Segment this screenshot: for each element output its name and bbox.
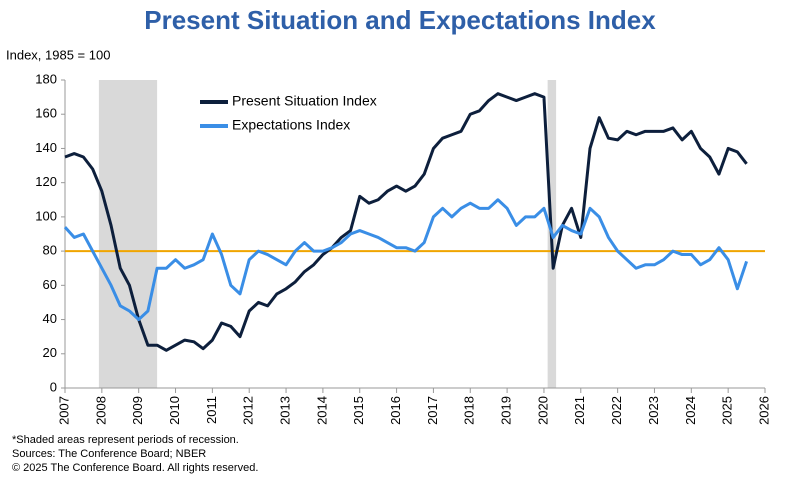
x-tick-label: 2017 <box>425 396 440 425</box>
note: Sources: The Conference Board; NBER <box>12 448 206 460</box>
y-axis-label: Index, 1985 = 100 <box>6 47 110 62</box>
series-line <box>63 198 749 322</box>
x-tick-label: 2024 <box>683 396 698 425</box>
legend-label: Present Situation Index <box>232 93 377 109</box>
y-tick-label: 120 <box>35 174 57 189</box>
legend-label: Expectations Index <box>232 117 350 133</box>
y-tick-label: 0 <box>50 379 57 394</box>
note: © 2025 The Conference Board. All rights … <box>12 462 258 474</box>
x-tick-label: 2007 <box>56 396 71 425</box>
y-tick-label: 60 <box>43 277 57 292</box>
y-tick-label: 160 <box>35 106 57 121</box>
y-tick-label: 140 <box>35 140 57 155</box>
x-tick-label: 2026 <box>756 396 771 425</box>
x-tick-label: 2011 <box>204 396 219 424</box>
y-tick-label: 20 <box>43 345 57 360</box>
x-tick-label: 2009 <box>130 396 145 425</box>
recession-band <box>98 80 158 388</box>
y-tick-label: 180 <box>35 71 57 86</box>
x-tick-label: 2019 <box>499 396 514 425</box>
chart-title: Present Situation and Expectations Index <box>144 5 656 35</box>
y-tick-label: 100 <box>35 208 57 223</box>
y-tick-label: 80 <box>43 243 57 258</box>
x-tick-label: 2008 <box>93 396 108 425</box>
x-tick-label: 2020 <box>535 396 550 425</box>
x-tick-label: 2025 <box>720 396 735 425</box>
x-tick-label: 2018 <box>462 396 477 425</box>
x-tick-label: 2015 <box>351 396 366 425</box>
x-tick-label: 2012 <box>241 396 256 425</box>
x-tick-label: 2023 <box>646 396 661 425</box>
y-tick-label: 40 <box>43 311 57 326</box>
x-tick-label: 2010 <box>167 396 182 425</box>
x-tick-label: 2014 <box>314 396 329 425</box>
series-line <box>64 92 748 352</box>
x-tick-label: 2022 <box>609 396 624 425</box>
note: *Shaded areas represent periods of reces… <box>12 434 239 446</box>
x-tick-label: 2013 <box>277 396 292 425</box>
x-tick-label: 2021 <box>572 396 587 425</box>
x-tick-label: 2016 <box>388 396 403 425</box>
